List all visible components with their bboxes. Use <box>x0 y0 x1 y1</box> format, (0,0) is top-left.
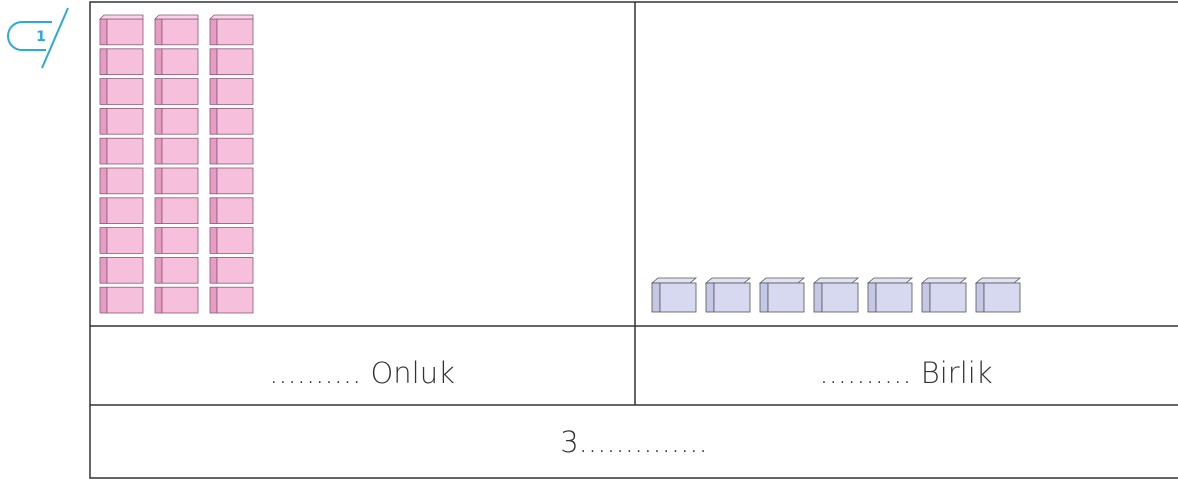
rod-front <box>106 137 144 165</box>
rod-front <box>216 286 254 314</box>
rod-side <box>154 197 163 225</box>
question-badge: 1 <box>7 7 69 69</box>
rod-side <box>99 137 108 165</box>
cube-front <box>929 282 967 313</box>
rod-front <box>161 18 199 46</box>
rod-front <box>106 256 144 284</box>
badge-slash <box>41 7 69 69</box>
rod-side <box>209 167 218 195</box>
cube-front <box>713 282 751 313</box>
rod-side <box>99 48 108 75</box>
rod-side <box>154 137 163 165</box>
rod-front <box>216 256 254 284</box>
rod-front <box>216 108 254 135</box>
cube-side <box>651 282 661 313</box>
rod-side <box>99 197 108 225</box>
rod-side <box>209 197 218 225</box>
cube-top <box>920 277 968 284</box>
rod-front <box>161 227 199 254</box>
rod-front <box>161 256 199 284</box>
rod-front <box>161 108 199 135</box>
rod-front <box>216 137 254 165</box>
rod-side <box>209 18 218 46</box>
rod-side <box>154 286 163 314</box>
rod-side <box>209 137 218 165</box>
rod-top <box>99 14 144 20</box>
cube-front <box>767 282 805 313</box>
tens-label: .......... Onluk <box>269 356 455 390</box>
rod-front <box>216 18 254 46</box>
rod-front <box>161 48 199 75</box>
rod-front <box>216 48 254 75</box>
badge-number: 1 <box>36 29 46 45</box>
rod-front <box>106 48 144 75</box>
rod-front <box>106 108 144 135</box>
rod-side <box>99 286 108 314</box>
base-ten-blocks <box>99 14 1022 314</box>
rod-side <box>154 48 163 75</box>
rod-front <box>216 167 254 195</box>
rod-side <box>209 48 218 75</box>
rod-side <box>209 227 218 254</box>
rod-side <box>154 167 163 195</box>
cube-side <box>813 282 823 313</box>
cube-top <box>758 277 806 284</box>
cube-front <box>659 282 697 313</box>
rod-top <box>154 14 199 20</box>
rod-side <box>99 18 108 46</box>
rod-front <box>216 78 254 105</box>
number-answer: 3.............. <box>560 425 708 459</box>
cube-top <box>974 277 1022 284</box>
cube-side <box>705 282 715 313</box>
badge-shape <box>7 21 52 51</box>
cube-front <box>875 282 913 313</box>
rod-side <box>99 167 108 195</box>
rod-front <box>161 137 199 165</box>
rod-front <box>106 167 144 195</box>
rod-side <box>154 256 163 284</box>
rod-front <box>161 286 199 314</box>
cube-side <box>867 282 877 313</box>
rod-side <box>154 18 163 46</box>
rod-front <box>106 227 144 254</box>
rod-side <box>99 108 108 135</box>
rod-side <box>99 227 108 254</box>
rod-side <box>209 108 218 135</box>
ones-label: .......... Birlik <box>819 356 992 390</box>
rod-front <box>161 167 199 195</box>
rod-side <box>209 78 218 105</box>
rod-front <box>106 18 144 46</box>
rod-top <box>209 14 254 20</box>
cube-top <box>704 277 752 284</box>
cube-front <box>821 282 859 313</box>
table-border <box>89 1 1178 479</box>
rod-side <box>99 256 108 284</box>
cube-side <box>975 282 985 313</box>
rod-front <box>216 227 254 254</box>
rod-front <box>106 78 144 105</box>
rod-side <box>154 78 163 105</box>
cube-top <box>812 277 860 284</box>
cube-side <box>759 282 769 313</box>
rod-front <box>106 197 144 225</box>
table-grid <box>89 1 1178 479</box>
rod-side <box>99 78 108 105</box>
cube-top <box>650 277 698 284</box>
rod-side <box>209 286 218 314</box>
cube-front <box>983 282 1021 313</box>
rod-side <box>154 227 163 254</box>
rod-front <box>216 197 254 225</box>
rod-side <box>209 256 218 284</box>
rod-front <box>161 78 199 105</box>
rod-front <box>106 286 144 314</box>
cube-side <box>921 282 931 313</box>
rod-front <box>161 197 199 225</box>
rod-side <box>154 108 163 135</box>
cube-top <box>866 277 914 284</box>
